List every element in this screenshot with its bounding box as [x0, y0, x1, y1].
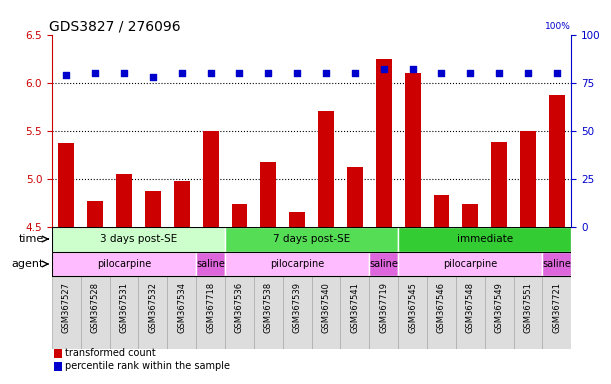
Bar: [514, 276, 543, 349]
Bar: [340, 276, 369, 349]
Text: GSM367548: GSM367548: [466, 282, 475, 333]
Text: GSM367551: GSM367551: [524, 282, 533, 333]
Point: [292, 70, 302, 76]
Bar: [485, 276, 514, 349]
Bar: [369, 252, 398, 276]
Bar: [543, 252, 571, 276]
Bar: [318, 111, 334, 384]
Bar: [174, 182, 189, 384]
Bar: [109, 276, 139, 349]
Point: [119, 70, 129, 76]
Bar: [398, 227, 571, 252]
Bar: [167, 276, 196, 349]
Text: pilocarpine: pilocarpine: [443, 259, 497, 269]
Text: 100%: 100%: [546, 22, 571, 31]
Text: agent: agent: [12, 259, 44, 269]
Text: pilocarpine: pilocarpine: [270, 259, 324, 269]
Bar: [225, 227, 398, 252]
Bar: [283, 276, 312, 349]
Bar: [347, 167, 363, 384]
Text: GSM367534: GSM367534: [177, 282, 186, 333]
Bar: [59, 143, 75, 384]
Bar: [427, 276, 456, 349]
Point: [321, 70, 331, 76]
Text: GSM367540: GSM367540: [321, 282, 331, 333]
Point: [466, 70, 475, 76]
Bar: [463, 204, 478, 384]
Bar: [225, 252, 369, 276]
Bar: [260, 162, 276, 384]
Bar: [398, 252, 543, 276]
Point: [263, 70, 273, 76]
Bar: [549, 95, 565, 384]
Text: GSM367549: GSM367549: [495, 282, 503, 333]
Text: pilocarpine: pilocarpine: [97, 259, 151, 269]
Bar: [196, 252, 225, 276]
Text: immediate: immediate: [456, 234, 513, 244]
Text: saline: saline: [369, 259, 398, 269]
Bar: [225, 276, 254, 349]
Text: GSM367545: GSM367545: [408, 282, 417, 333]
Text: percentile rank within the sample: percentile rank within the sample: [65, 361, 230, 371]
Bar: [52, 227, 225, 252]
Text: saline: saline: [543, 259, 571, 269]
Bar: [491, 142, 507, 384]
Point: [148, 74, 158, 80]
Text: GSM367539: GSM367539: [293, 282, 302, 333]
Bar: [81, 276, 109, 349]
Bar: [376, 58, 392, 384]
Text: GSM367721: GSM367721: [552, 282, 562, 333]
Text: saline: saline: [196, 259, 225, 269]
Text: GSM367538: GSM367538: [264, 282, 273, 333]
Point: [437, 70, 447, 76]
Bar: [232, 204, 247, 384]
Bar: [369, 276, 398, 349]
Point: [494, 70, 504, 76]
Text: GSM367536: GSM367536: [235, 282, 244, 333]
Text: GSM367531: GSM367531: [120, 282, 128, 333]
Point: [62, 72, 71, 78]
Bar: [52, 276, 81, 349]
Point: [350, 70, 360, 76]
Bar: [543, 276, 571, 349]
Bar: [312, 276, 340, 349]
Point: [90, 70, 100, 76]
Point: [408, 66, 417, 72]
Point: [523, 70, 533, 76]
Bar: [456, 276, 485, 349]
Bar: [404, 73, 420, 384]
Text: GSM367718: GSM367718: [206, 282, 215, 333]
Text: GDS3827 / 276096: GDS3827 / 276096: [49, 20, 181, 33]
Bar: [398, 276, 427, 349]
Bar: [434, 195, 449, 384]
Bar: [87, 201, 103, 384]
Text: time: time: [19, 234, 44, 244]
Text: GSM367541: GSM367541: [350, 282, 359, 333]
Bar: [203, 131, 219, 384]
Point: [177, 70, 187, 76]
Bar: [116, 174, 132, 384]
Bar: [145, 191, 161, 384]
Point: [552, 70, 562, 76]
Text: GSM367532: GSM367532: [148, 282, 158, 333]
Bar: [289, 212, 305, 384]
Point: [379, 66, 389, 72]
Text: GSM367719: GSM367719: [379, 282, 388, 333]
Text: GSM367546: GSM367546: [437, 282, 446, 333]
Text: GSM367528: GSM367528: [90, 282, 100, 333]
Bar: [139, 276, 167, 349]
Bar: [52, 252, 196, 276]
Text: 7 days post-SE: 7 days post-SE: [273, 234, 350, 244]
Point: [235, 70, 244, 76]
Point: [206, 70, 216, 76]
Bar: [520, 131, 536, 384]
Text: 3 days post-SE: 3 days post-SE: [100, 234, 177, 244]
Bar: [196, 276, 225, 349]
Text: transformed count: transformed count: [65, 348, 156, 358]
Bar: [254, 276, 283, 349]
Text: GSM367527: GSM367527: [62, 282, 71, 333]
